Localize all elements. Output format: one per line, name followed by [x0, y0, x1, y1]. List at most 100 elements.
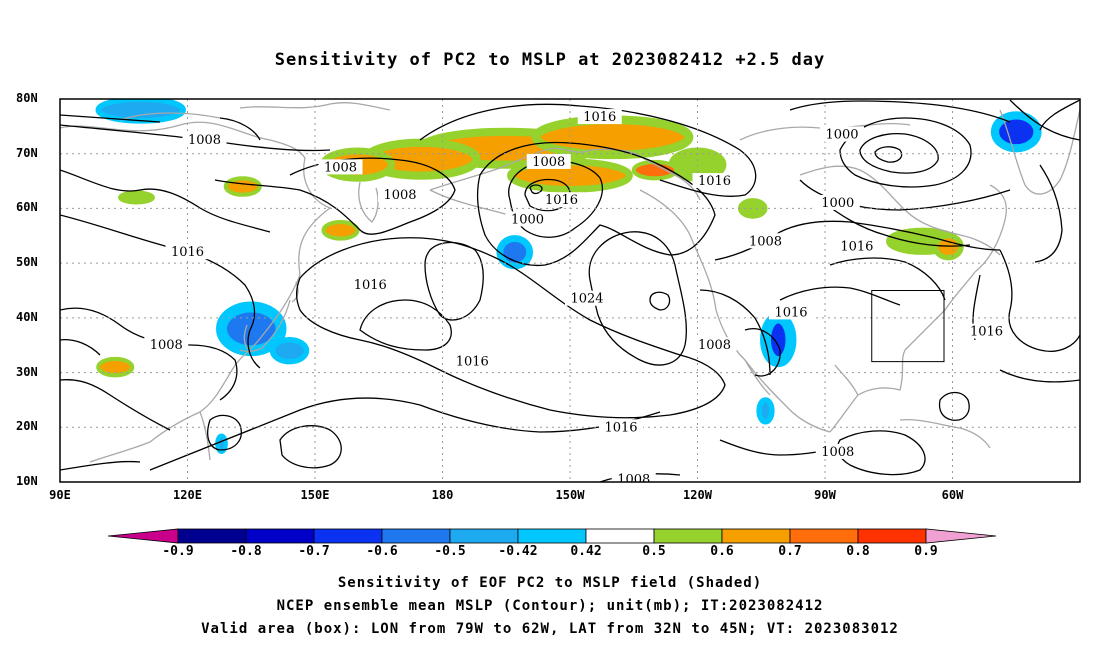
latitude-label: 70N: [16, 145, 38, 160]
svg-text:1008: 1008: [821, 445, 854, 460]
gridlines: [60, 99, 1080, 482]
caption-line-1: Sensitivity of EOF PC2 to MSLP field (Sh…: [337, 575, 763, 591]
contour-label: 1008: [815, 443, 860, 460]
contour-label: 1008: [611, 471, 656, 487]
latitude-label: 60N: [16, 200, 38, 215]
sensitivity-patch: [737, 198, 768, 219]
colorbar-label: -0.8: [230, 544, 262, 559]
svg-text:1016: 1016: [171, 245, 204, 260]
colorbar-segment: [653, 528, 723, 544]
colorbar-segment: [313, 528, 383, 544]
longitude-label: 120E: [173, 488, 202, 502]
sensitivity-patch: [756, 397, 775, 425]
latitude-label: 50N: [16, 255, 38, 270]
contour-label: 1016: [577, 109, 622, 125]
map-title: Sensitivity of PC2 to MSLP at 2023082412…: [274, 50, 826, 70]
svg-text:1008: 1008: [749, 234, 782, 249]
svg-text:1016: 1016: [604, 420, 637, 435]
longitude-label: 150E: [300, 488, 330, 502]
latitude-label: 20N: [16, 419, 38, 434]
colorbar-segment: [449, 528, 519, 544]
svg-text:1016: 1016: [545, 193, 578, 208]
longitude-label: 90E: [49, 488, 71, 502]
contour-label: 1016: [692, 173, 737, 189]
svg-text:1016: 1016: [354, 278, 387, 293]
colorbar-label: 0.6: [710, 544, 734, 559]
contour-label: 1008: [318, 159, 363, 175]
svg-text:1016: 1016: [774, 305, 807, 320]
colorbar-label: -0.9: [162, 544, 194, 559]
contour-label: 1008: [743, 233, 788, 249]
caption-line-3: Valid area (box): LON from 79W to 62W, L…: [201, 621, 899, 637]
svg-text:1008: 1008: [617, 472, 650, 487]
latitude-label: 10N: [16, 474, 38, 488]
colorbar-segment: [789, 528, 859, 544]
sensitivity-patch: [95, 99, 186, 124]
colorbar: [108, 528, 997, 544]
svg-text:1000: 1000: [821, 196, 854, 211]
longitude-label: 180: [431, 488, 454, 502]
contour-label: 1008: [526, 153, 571, 170]
colorbar-label: -0.5: [434, 544, 466, 559]
sensitivity-patch: [269, 337, 310, 365]
sensitivity-patch: [223, 176, 262, 197]
colorbar-segment: [517, 528, 587, 544]
longitude-label: 120W: [683, 488, 712, 502]
longitude-label: 90W: [814, 488, 836, 502]
colorbar-label: 0.7: [778, 544, 802, 559]
colorbar-segment: [381, 528, 451, 544]
contour-label: 1000: [820, 126, 864, 143]
caption-line-2: NCEP ensemble mean MSLP (Contour); unit(…: [276, 598, 824, 614]
sensitivity-patch: [118, 190, 155, 205]
colorbar-segment: [245, 528, 315, 544]
valid-area-box: [871, 290, 945, 363]
contour-label: 1016: [964, 323, 1009, 340]
svg-text:1008: 1008: [532, 155, 565, 170]
svg-text:1008: 1008: [188, 133, 221, 148]
colorbar-label: 0.42: [570, 544, 602, 559]
contour-label: 1016: [769, 304, 813, 320]
latitude-label: 80N: [16, 91, 38, 105]
colorbar-segment: [177, 528, 247, 544]
latitude-label: 30N: [16, 364, 38, 379]
sensitivity-patch: [760, 312, 797, 368]
colorbar-segment: [857, 528, 927, 544]
colorbar-label: -0.7: [298, 544, 330, 559]
contour-label: 1008: [144, 337, 189, 353]
svg-text:1000: 1000: [825, 128, 858, 143]
svg-text:1008: 1008: [150, 338, 183, 353]
contour-label: 1016: [165, 244, 210, 260]
contour-label: 1016: [348, 277, 393, 293]
latitude-label: 40N: [16, 309, 38, 324]
svg-text:1000: 1000: [511, 212, 544, 227]
svg-text:1008: 1008: [324, 160, 357, 175]
svg-text:1008: 1008: [383, 188, 416, 203]
contour-label: 1008: [692, 337, 737, 353]
sensitivity-patch: [990, 111, 1042, 153]
contour-label: 1016: [834, 238, 879, 255]
sensitivity-patch: [96, 356, 135, 378]
svg-text:1016: 1016: [970, 325, 1003, 340]
longitude-label: 60W: [941, 488, 964, 502]
colorbar-low-end: [108, 528, 179, 544]
colorbar-high-end: [925, 528, 997, 544]
colorbar-label: 0.8: [846, 544, 870, 559]
colorbar-label: 0.5: [642, 544, 666, 559]
colorbar-label: -0.6: [366, 544, 398, 559]
contour-label: 1016: [450, 353, 495, 370]
mslp-contours: [60, 99, 1080, 482]
colorbar-segment: [721, 528, 791, 544]
contour-label: 1016: [539, 192, 584, 208]
svg-text:1016: 1016: [840, 240, 873, 255]
sensitivity-patch: [321, 220, 360, 241]
svg-text:1016: 1016: [456, 355, 489, 370]
contour-label: 1008: [182, 132, 227, 148]
contour-label: 1008: [378, 186, 422, 203]
svg-text:1024: 1024: [570, 292, 603, 307]
svg-text:1016: 1016: [698, 174, 731, 189]
contour-label: 1000: [505, 211, 550, 227]
longitude-label: 150W: [555, 488, 585, 502]
colorbar-label: -0.42: [498, 544, 538, 559]
